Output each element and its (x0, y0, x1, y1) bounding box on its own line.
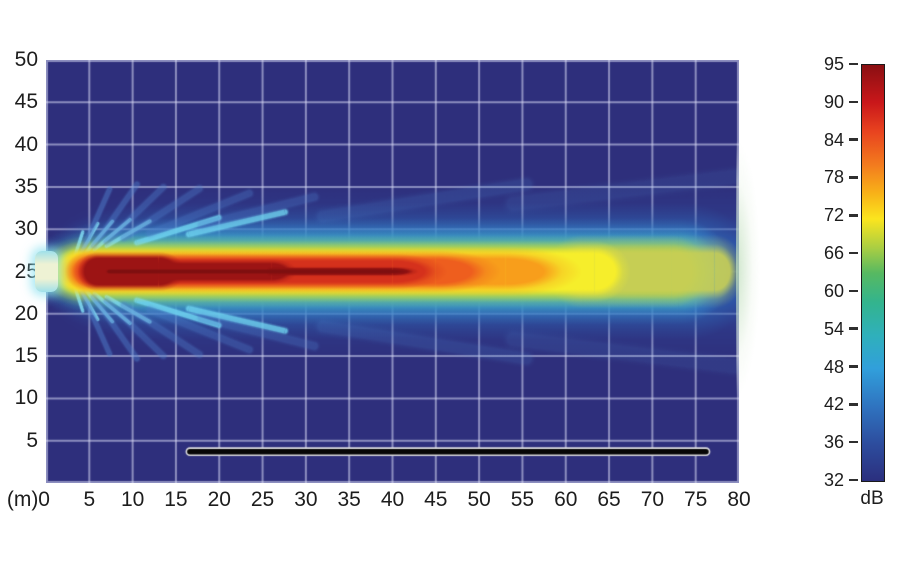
y-axis-tick-label: 10 (14, 386, 38, 410)
y-axis-tick-label: 20 (14, 301, 38, 325)
colorbar-tick-label: 66 (823, 243, 844, 264)
colorbar-tick-label: 48 (823, 356, 844, 377)
x-axis-tick-label: 5 (83, 488, 96, 511)
colorbar-unit-label: dB (860, 488, 884, 509)
sound-source-marker (35, 251, 58, 292)
colorbar-tick-mark (849, 214, 858, 217)
colorbar-tick-label: 90 (823, 91, 844, 112)
y-axis-tick-label: 45 (14, 90, 38, 114)
colorbar-tick-mark (849, 100, 858, 104)
x-axis-tick-label: 20 (207, 488, 231, 511)
colorbar-tick-label: 60 (823, 280, 844, 301)
colorbar-tick-label: 78 (823, 167, 844, 188)
y-axis-tick-label: 25 (14, 259, 38, 283)
colorbar-tick-label: 95 (823, 54, 844, 74)
y-axis-tick-label: 30 (14, 217, 38, 241)
colorbar-tick-mark (849, 251, 858, 255)
x-axis-tick-label: 15 (164, 488, 188, 511)
colorbar-tick-label: 54 (823, 318, 844, 339)
colorbar-tick-mark (849, 365, 858, 368)
colorbar-tick-mark (849, 138, 858, 141)
x-axis-tick-label: 70 (640, 488, 665, 511)
colorbar-tick-mark (849, 440, 858, 444)
x-axis-tick-label: 45 (424, 488, 448, 511)
colorbar-tick-label: 42 (823, 394, 844, 415)
colorbar-tick-mark (849, 62, 858, 66)
x-axis-tick-label: 65 (597, 488, 621, 511)
colorbar-tick-mark (849, 327, 858, 330)
y-axis-tick-label: 35 (14, 174, 38, 198)
colorbar-tick-mark (849, 478, 858, 482)
colorbar-tick-mark (849, 176, 858, 179)
colorbar-tick-label: 84 (823, 129, 844, 150)
y-axis-tick-label: 50 (14, 48, 38, 71)
colorbar-tick-label: 72 (823, 205, 844, 226)
colorbar-tick-mark (849, 289, 858, 293)
x-axis-tick-label: 40 (380, 488, 405, 511)
x-axis-tick-label: 50 (467, 488, 491, 511)
x-axis-tick-label: 75 (684, 488, 708, 511)
heatmap-plot-canvas (46, 60, 739, 483)
x-axis-tick-label: 25 (250, 488, 275, 511)
x-axis-tick-label: (m)0 (6, 488, 50, 511)
y-axis-tick-label: 15 (14, 344, 38, 368)
y-axis-tick-label: 5 (26, 428, 38, 452)
x-axis-tick-label: 10 (120, 488, 145, 511)
x-axis-tick-label: 35 (337, 488, 361, 511)
colorbar-tick-label: 32 (823, 470, 844, 490)
x-axis-tick-label: 30 (294, 488, 318, 511)
x-axis-tick-label: 80 (727, 488, 751, 511)
colorbar-gradient (861, 64, 885, 482)
colorbar-tick-label: 36 (823, 432, 844, 453)
beam-exit-glow (736, 140, 766, 475)
y-axis-tick-label: 40 (14, 132, 38, 156)
x-axis-tick-label: 60 (554, 488, 578, 511)
x-axis-tick-label: 55 (510, 488, 535, 511)
colorbar-tick-mark (849, 403, 858, 406)
